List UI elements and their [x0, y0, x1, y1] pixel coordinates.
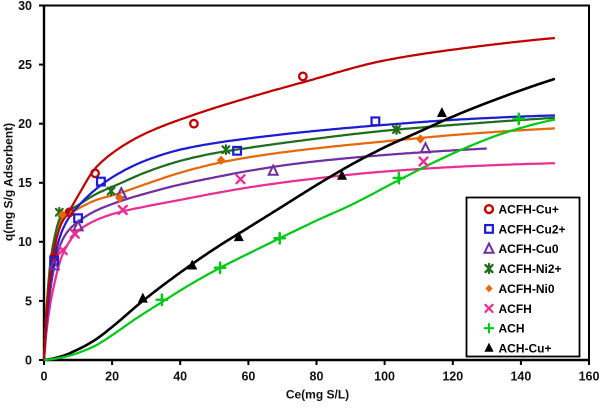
- svg-text:5: 5: [25, 294, 32, 308]
- svg-text:15: 15: [18, 176, 32, 190]
- svg-text:10: 10: [18, 235, 32, 249]
- svg-text:100: 100: [374, 370, 395, 384]
- svg-text:ACH: ACH: [499, 322, 525, 336]
- svg-text:ACFH-Cu2+: ACFH-Cu2+: [499, 222, 566, 236]
- svg-text:160: 160: [579, 370, 600, 384]
- svg-text:140: 140: [510, 370, 531, 384]
- svg-text:ACFH-Cu+: ACFH-Cu+: [499, 203, 559, 217]
- svg-text:0: 0: [41, 370, 48, 384]
- svg-text:ACFH-Ni0: ACFH-Ni0: [499, 282, 555, 296]
- svg-text:80: 80: [310, 370, 324, 384]
- svg-text:25: 25: [18, 58, 32, 72]
- svg-text:0: 0: [25, 353, 32, 367]
- svg-text:120: 120: [442, 370, 463, 384]
- svg-text:ACFH-Ni2+: ACFH-Ni2+: [499, 262, 562, 276]
- svg-text:60: 60: [241, 370, 255, 384]
- svg-text:ACFH-Cu0: ACFH-Cu0: [499, 242, 559, 256]
- svg-text:20: 20: [18, 117, 32, 131]
- svg-text:q(mg S/g Adsorbent): q(mg S/g Adsorbent): [2, 123, 16, 241]
- svg-text:40: 40: [173, 370, 187, 384]
- svg-text:ACH-Cu+: ACH-Cu+: [499, 342, 552, 356]
- svg-text:30: 30: [18, 0, 32, 13]
- svg-text:Ce(mg S/L): Ce(mg S/L): [286, 388, 349, 402]
- svg-text:20: 20: [105, 370, 119, 384]
- svg-text:ACFH: ACFH: [499, 302, 532, 316]
